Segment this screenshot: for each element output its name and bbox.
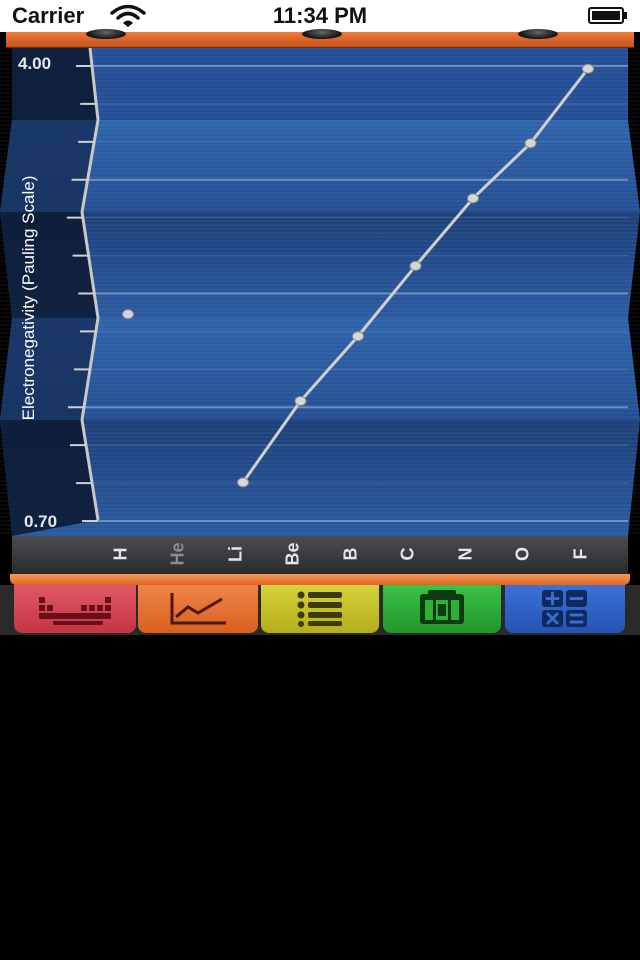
x-tick-label-be: Be xyxy=(282,542,303,566)
tab-accent-bar xyxy=(10,574,630,585)
x-tick-label-n: N xyxy=(455,547,476,561)
y-axis-band xyxy=(0,47,100,536)
axis-panel xyxy=(0,212,98,318)
x-tick-label-f: F xyxy=(570,548,591,560)
data-series xyxy=(122,63,594,488)
binder-ring xyxy=(518,29,558,39)
axis-panel xyxy=(0,120,98,212)
data-point-li xyxy=(237,477,249,488)
line-chart-icon xyxy=(170,593,226,625)
y-axis-line xyxy=(80,47,100,521)
x-axis-labels: H He Li Be B C N O F xyxy=(12,536,628,574)
electronegativity-chart: 4.00 0.70 Electronegativity (Pauling Sca… xyxy=(0,47,640,536)
x-tick-label-b: B xyxy=(340,547,361,561)
x-tick-label-o: O xyxy=(512,546,533,562)
data-point-f xyxy=(582,63,594,74)
calculator-icon xyxy=(542,590,587,627)
y-tick-label-top: 4.00 xyxy=(18,54,51,73)
x-tick-label-c: C xyxy=(397,547,418,561)
scanline-texture xyxy=(0,48,640,536)
binder-ring xyxy=(302,29,342,39)
data-point-be xyxy=(294,396,307,407)
y-tick-label-bottom: 0.70 xyxy=(24,512,57,531)
battery-icon xyxy=(588,7,627,24)
element-card-icon xyxy=(420,590,464,624)
data-point-c xyxy=(409,260,422,271)
tab-calculator[interactable] xyxy=(505,585,625,633)
data-point-n xyxy=(467,193,479,204)
plot-panels xyxy=(0,48,640,536)
y-axis-label: Electronegativity (Pauling Scale) xyxy=(19,176,38,421)
axis-panel xyxy=(0,318,98,420)
clock: 11:34 PM xyxy=(272,3,368,28)
x-tick-label-li: Li xyxy=(225,546,246,562)
tab-list[interactable] xyxy=(261,585,379,633)
wifi-icon xyxy=(110,4,146,27)
list-icon xyxy=(297,591,342,627)
status-bar: Carrier 11:34 PM xyxy=(0,0,640,32)
periodic-table-icon xyxy=(39,597,111,625)
x-tick-label-h: H xyxy=(110,547,131,561)
data-point-h xyxy=(122,309,134,320)
y-ticks xyxy=(66,65,98,522)
binder-ring xyxy=(86,29,126,39)
tab-bar xyxy=(0,585,640,635)
binder-bar xyxy=(6,29,634,48)
tab-element-card[interactable] xyxy=(383,585,501,633)
carrier-label: Carrier xyxy=(12,3,85,28)
data-point-b xyxy=(352,331,364,342)
axis-panel xyxy=(0,420,98,536)
tab-graphs[interactable] xyxy=(138,585,258,633)
data-point-o xyxy=(524,138,537,149)
x-tick-label-he: He xyxy=(167,542,188,566)
tab-periodic-table[interactable] xyxy=(14,585,136,633)
